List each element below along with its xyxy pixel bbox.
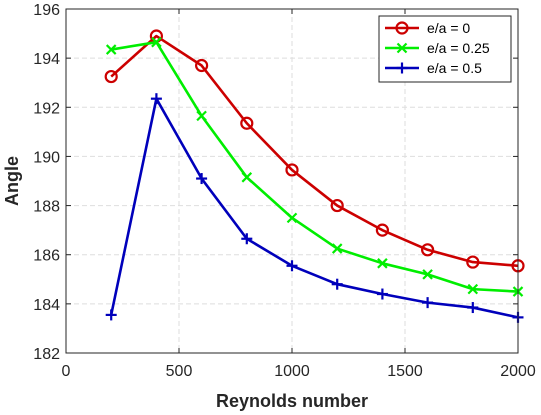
y-tick-label: 194: [33, 51, 60, 68]
x-axis-label: Reynolds number: [216, 391, 368, 411]
x-tick-label: 2000: [500, 363, 536, 380]
data-point: [240, 116, 254, 130]
y-axis-label: Angle: [2, 156, 22, 206]
x-tick-label: 1000: [274, 363, 310, 380]
y-tick-label: 186: [33, 248, 60, 265]
legend-marker: [396, 42, 408, 54]
series-0: [104, 29, 525, 273]
data-point: [151, 36, 162, 48]
data-point: [377, 258, 388, 269]
x-tick-label: 0: [62, 363, 71, 380]
data-point: [422, 297, 434, 309]
y-tick-label: 184: [33, 297, 60, 314]
legend-entry-label: e/a = 0: [427, 20, 470, 36]
series-layer: [104, 29, 525, 323]
y-tick-label: 196: [33, 2, 60, 19]
data-point: [196, 110, 207, 122]
data-point: [105, 44, 117, 55]
data-point: [466, 255, 480, 269]
series-2: [105, 93, 524, 323]
data-point: [286, 260, 298, 272]
y-tick-label: 192: [33, 100, 60, 117]
data-point: [375, 223, 389, 237]
data-point: [331, 278, 343, 290]
data-point: [467, 302, 479, 314]
data-point: [105, 309, 117, 321]
series-line: [110, 34, 519, 268]
data-point: [330, 198, 344, 213]
data-point: [421, 243, 435, 257]
data-point: [195, 58, 209, 73]
data-point: [241, 172, 253, 183]
y-tick-label: 190: [33, 149, 60, 166]
data-point: [104, 69, 118, 84]
data-point: [241, 233, 253, 245]
data-point: [196, 173, 208, 185]
y-tick-label: 182: [33, 346, 60, 363]
legend-marker: [395, 21, 409, 35]
data-point: [331, 243, 343, 254]
series-line: [110, 40, 519, 293]
legend-marker: [396, 62, 408, 74]
legend-entry-label: e/a = 0.5: [427, 60, 482, 76]
legend-entry-label: e/a = 0.25: [427, 40, 490, 56]
data-point: [286, 212, 298, 224]
data-point: [285, 163, 299, 177]
data-point: [150, 93, 162, 105]
y-tick-label: 188: [33, 199, 60, 216]
legend: e/a = 0 e/a = 0.25 e/a = 0.5: [378, 15, 512, 83]
x-tick-label: 1500: [387, 363, 423, 380]
series-line: [109, 97, 519, 319]
data-point: [376, 288, 388, 300]
data-point: [467, 283, 479, 295]
axes: 0 500 1000 1500 2000 182 184 186 188 190 192 194 196: [33, 2, 536, 380]
data-point: [422, 269, 433, 280]
x-tick-label: 500: [166, 363, 193, 380]
